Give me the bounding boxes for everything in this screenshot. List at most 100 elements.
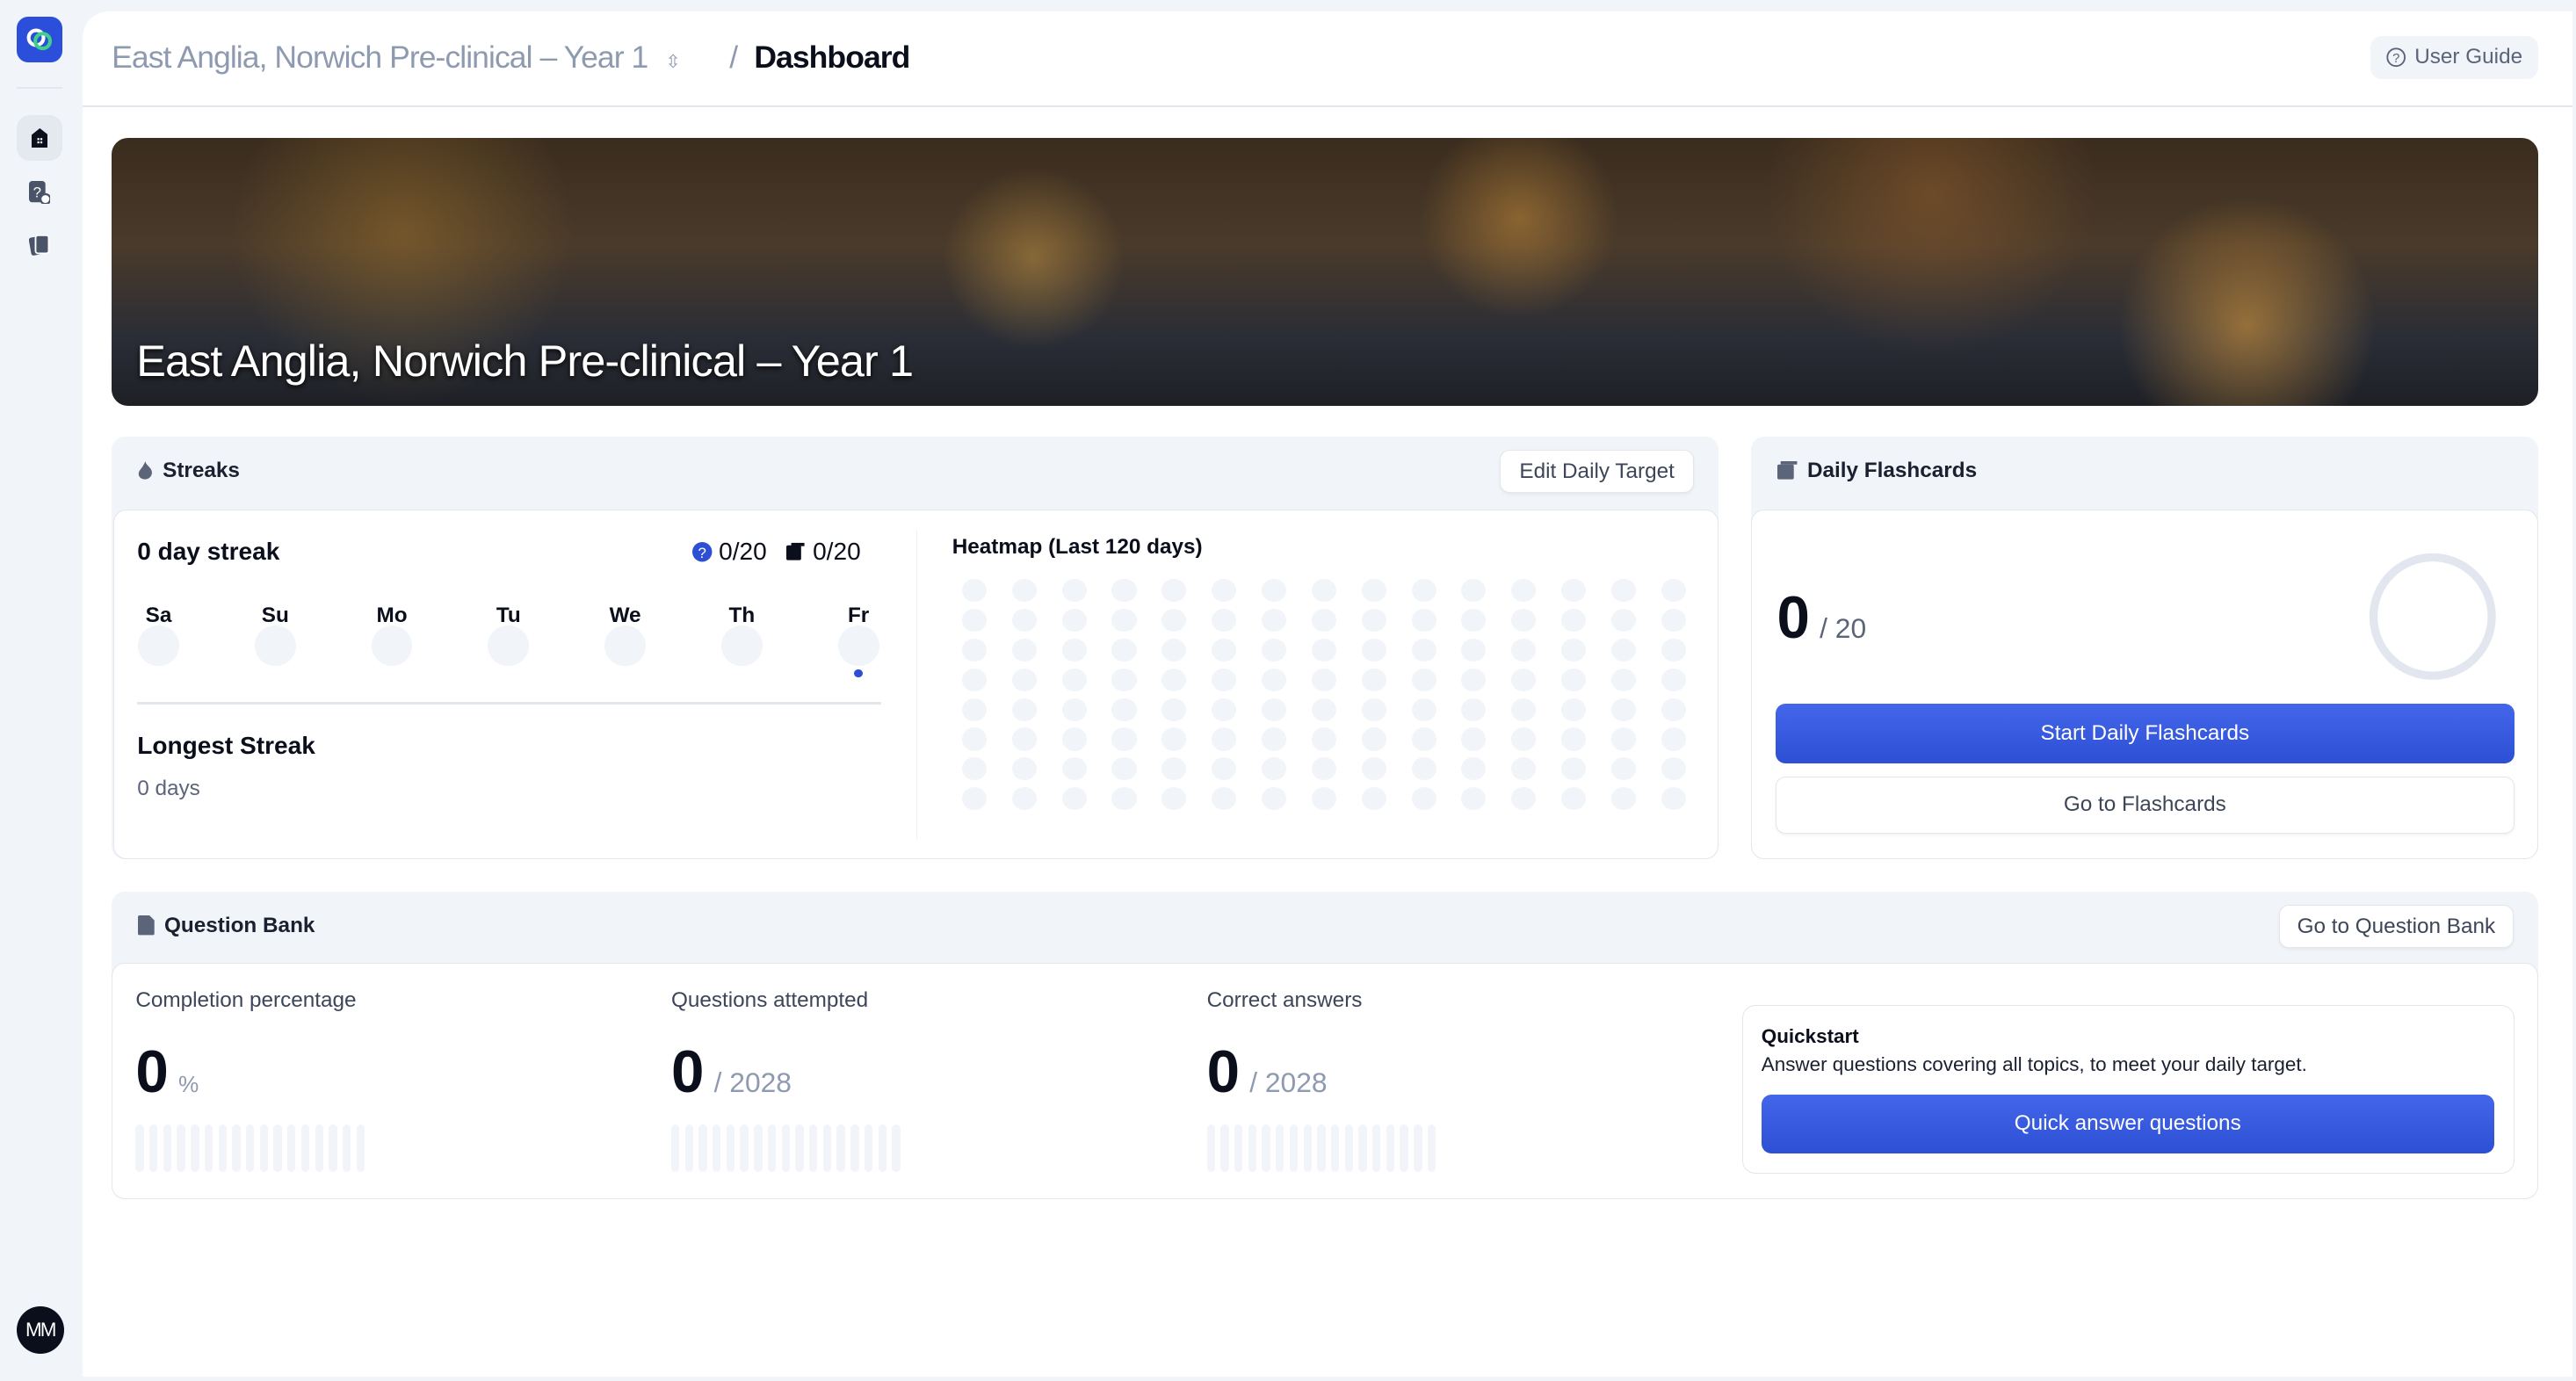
progress-bar-segment — [191, 1124, 199, 1173]
heatmap-cell — [1610, 668, 1636, 691]
progress-bar-segment — [1248, 1124, 1257, 1173]
heatmap-cell — [1610, 757, 1636, 781]
heatmap-cell — [1262, 638, 1287, 662]
flashcards-count: 0/20 — [813, 538, 861, 566]
heatmap-cell — [1511, 757, 1537, 781]
heatmap-cell — [1212, 787, 1237, 811]
progress-bar-segment — [259, 1124, 269, 1173]
sidebar: ? MM — [0, 0, 83, 1381]
heatmap-cell — [1411, 698, 1436, 721]
progress-bar-segment — [740, 1124, 749, 1173]
heatmap-title: Heatmap (Last 120 days) — [952, 534, 1203, 559]
heatmap-cell — [1212, 638, 1237, 662]
sidebar-item-flashcards[interactable] — [17, 221, 62, 267]
progress-bar-segment — [342, 1124, 351, 1173]
heatmap-cell — [1610, 638, 1636, 662]
start-daily-flashcards-button[interactable]: Start Daily Flashcards — [1775, 704, 2515, 763]
heatmap-cell — [1161, 787, 1187, 811]
heatmap-cell — [1661, 638, 1686, 662]
heatmap-cell — [1511, 727, 1537, 751]
question-icon: ? — [28, 180, 51, 204]
quickstart-title: Quickstart — [1761, 1024, 1859, 1047]
logo-icon — [26, 28, 53, 51]
question-bank-header: Question Bank — [138, 914, 315, 938]
heatmap-cell — [1461, 757, 1487, 781]
heatmap-cell — [1511, 787, 1537, 811]
chevron-updown-icon[interactable]: ⇳ — [665, 51, 681, 72]
streaks-body: 0 day streak ? 0/20 0/20 Sa Su Mo Tu We Th Fr … — [113, 509, 1719, 859]
progress-bar-segment — [177, 1124, 185, 1173]
progress-bar-segment — [1276, 1124, 1284, 1173]
heatmap-cell — [1111, 757, 1137, 781]
heatmap-cell — [1361, 757, 1386, 781]
help-circle-icon: ? — [2386, 47, 2406, 68]
heatmap-cell — [1111, 698, 1137, 721]
progress-bar-segment — [135, 1124, 144, 1173]
quick-answer-questions-button[interactable]: Quick answer questions — [1761, 1094, 2494, 1153]
ring-track — [2369, 553, 2496, 681]
progress-bar-segment — [163, 1124, 172, 1173]
progress-bar-segment — [149, 1124, 158, 1173]
progress-bar-segment — [836, 1124, 845, 1173]
breadcrumb-current: Dashboard — [754, 39, 910, 75]
user-guide-button[interactable]: ? User Guide — [2370, 36, 2539, 79]
heatmap-cell — [1610, 787, 1636, 811]
heatmap-cell — [1661, 609, 1686, 633]
question-bank-title: Question Bank — [163, 913, 315, 937]
heatmap-cell — [1161, 698, 1187, 721]
heatmap-cell — [1111, 787, 1137, 811]
sidebar-item-question-bank[interactable]: ? — [17, 170, 62, 215]
heatmap-cell — [1262, 668, 1287, 691]
heatmap-cell — [1461, 638, 1487, 662]
heatmap-cell — [1311, 609, 1336, 633]
heatmap-cell — [1411, 579, 1436, 603]
progress-bar-segment — [218, 1124, 227, 1173]
heatmap-cell — [1311, 727, 1336, 751]
daily-flashcards-card: Daily Flashcards 0 / 20 Start Daily Flas… — [1751, 437, 2539, 859]
heatmap-cell — [1011, 638, 1037, 662]
sidebar-item-home[interactable] — [16, 114, 63, 162]
heatmap-cell — [1461, 579, 1487, 603]
progress-bar-segment — [713, 1124, 721, 1173]
svg-text:?: ? — [698, 545, 706, 561]
breadcrumb-course[interactable]: East Anglia, Norwich Pre-clinical – Year… — [112, 40, 681, 76]
flashcards-body: 0 / 20 Start Daily Flashcards Go to Flas… — [1751, 509, 2539, 859]
progress-bar-segment — [1289, 1124, 1299, 1173]
go-to-flashcards-button[interactable]: Go to Flashcards — [1775, 776, 2515, 835]
day-label: Su — [261, 604, 289, 628]
progress-bar-segment — [273, 1124, 282, 1173]
heatmap-cell — [1561, 668, 1587, 691]
progress-bar-segment — [822, 1124, 832, 1173]
heatmap-cell — [1561, 638, 1587, 662]
flashcards-target: / 20 — [1820, 612, 1867, 645]
heatmap-cell — [1511, 638, 1537, 662]
heatmap-cell — [1311, 638, 1336, 662]
progress-bar-segment — [245, 1124, 255, 1173]
heatmap-cell — [1361, 609, 1386, 633]
heatmap-cell — [1311, 579, 1336, 603]
cards-icon — [28, 234, 50, 256]
heatmap-cell — [961, 579, 987, 603]
stat-label: Questions attempted — [670, 987, 869, 1012]
heatmap-cell — [1411, 668, 1436, 691]
heatmap-cell — [1212, 579, 1237, 603]
day-label: Sa — [145, 604, 172, 628]
heatmap-cell — [1161, 757, 1187, 781]
heatmap-cell — [1161, 727, 1187, 751]
heatmap-cell — [1361, 727, 1386, 751]
heatmap-cell — [1661, 757, 1686, 781]
heatmap-cell — [961, 727, 987, 751]
question-bank-body: Completion percentage 0 % Questions attem… — [112, 962, 2539, 1200]
heatmap-cell — [961, 638, 987, 662]
avatar[interactable]: MM — [16, 1305, 64, 1354]
go-to-question-bank-button[interactable]: Go to Question Bank — [2278, 905, 2514, 948]
heatmap-cell — [961, 668, 987, 691]
edit-daily-target-button[interactable]: Edit Daily Target — [1500, 450, 1694, 493]
progress-bar-segment — [1330, 1124, 1340, 1173]
app-logo[interactable] — [16, 16, 63, 63]
progress-bar-segment — [1427, 1124, 1436, 1173]
breadcrumb-separator: / — [729, 39, 739, 75]
heatmap-cell — [1111, 579, 1137, 603]
day-circle — [604, 625, 646, 667]
stat-suffix: % — [177, 1070, 199, 1097]
